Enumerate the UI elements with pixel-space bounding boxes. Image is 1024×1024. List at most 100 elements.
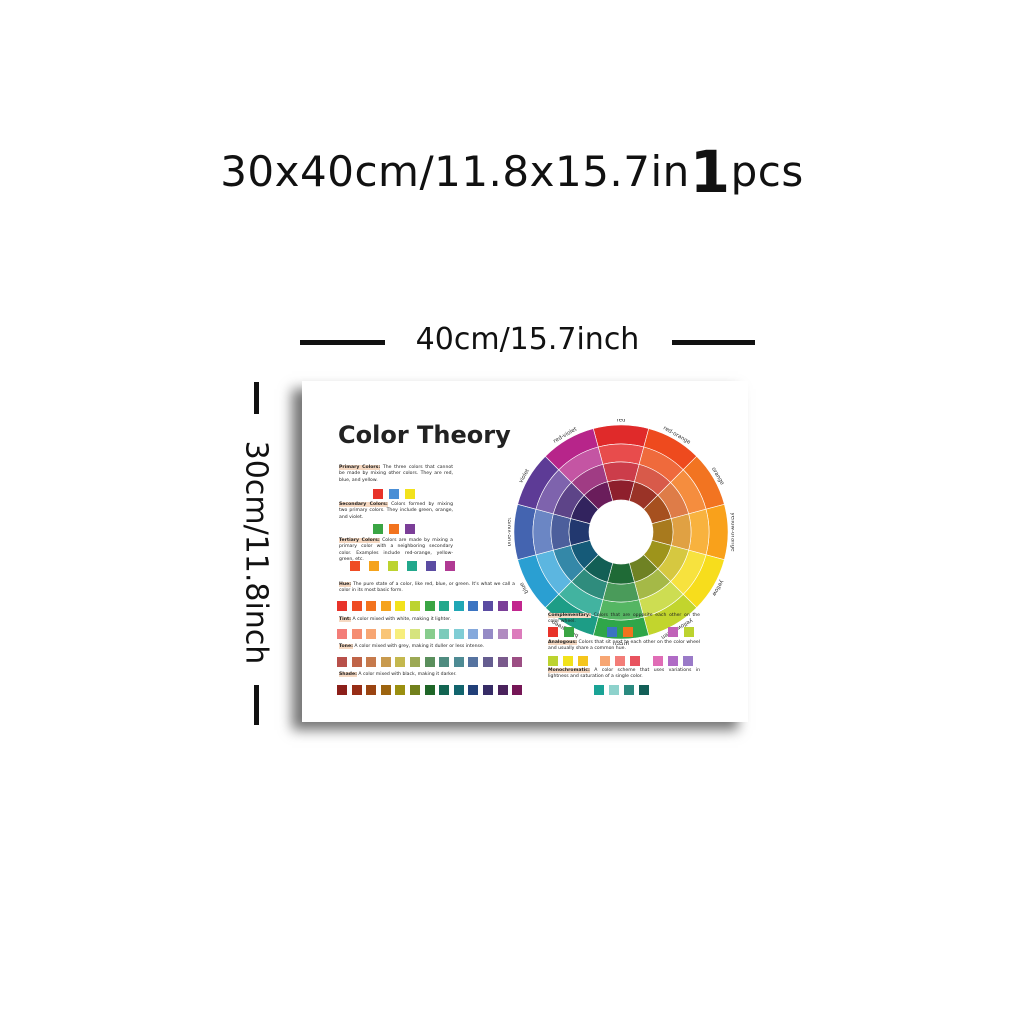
primary-swatch [373,489,383,499]
size-text: 30x40cm/11.8x15.7in [220,147,690,196]
tint-swatch [512,629,523,639]
shade-swatch [366,685,377,695]
tint-swatch [453,629,464,639]
color-wheel-label: blue [519,581,530,595]
analogous-swatch [615,656,625,666]
tint-text: Tint: A color mixed with white, making i… [339,617,452,622]
color-wheel-label: red [616,419,625,424]
analogous-swatch [600,656,610,666]
complementary-swatch [548,627,558,637]
monochromatic-swatch [639,685,649,695]
tone-swatch [512,657,523,667]
primary-swatch [389,489,399,499]
shade-swatch [351,685,362,695]
color-wheel-label: green [613,640,629,645]
analogous-swatch [548,656,558,666]
secondary-swatch [389,524,399,534]
quantity-number: 1 [689,138,731,206]
tone-swatch [366,657,377,667]
analogous-text: Analogous: Colors that sit next to each … [548,640,700,652]
color-wheel-segment [583,481,614,510]
tone-text: Tone: A color mixed with grey, making it… [339,644,485,649]
hue-swatch [366,601,377,611]
hue-swatch [439,601,450,611]
monochromatic-swatch [624,685,634,695]
height-label: 30cm/11.8inch [238,440,274,665]
hue-swatch [453,601,464,611]
shade-swatch [512,685,523,695]
tertiary-colors-text: Tertiary Colors: Colors are made by mixi… [339,538,453,563]
height-dimension-line-top [254,382,259,414]
tone-swatch [483,657,493,667]
complementary-swatch [607,627,617,637]
tint-swatch [337,629,347,639]
color-wheel-segment [550,513,572,551]
shade-swatch [424,685,435,695]
tint-swatch [468,629,479,639]
hue-swatch [483,601,493,611]
color-wheel-label: yellow-orange [729,512,734,552]
hue-swatch [337,601,347,611]
color-wheel-segment [670,513,692,551]
tint-swatch [483,629,493,639]
complementary-swatch [668,627,678,637]
tint-swatch [497,629,508,639]
width-label: 40cm/15.7inch [409,322,646,357]
tone-swatch [497,657,508,667]
hue-text: Hue: The pure state of a color, like red… [339,582,515,594]
tertiary-swatch [407,561,417,571]
tint-swatch [410,629,420,639]
analogous-swatch [653,656,663,666]
product-size-headline: 30x40cm/11.8x15.7in1pcs [0,138,1024,206]
width-dimension-line-right [672,340,755,345]
hue-swatch [395,601,406,611]
tone-swatch [410,657,420,667]
color-wheel-segment [602,581,640,603]
analogous-swatch [578,656,588,666]
tone-swatch [424,657,435,667]
secondary-colors-text: Secondary Colors: Colors formed by mixin… [339,502,454,520]
complementary-swatch [564,627,574,637]
shade-swatch [410,685,420,695]
hue-swatch [380,601,391,611]
height-dimension: 30cm/11.8inch [236,380,276,725]
hue-swatch [424,601,435,611]
primary-swatch [405,489,415,499]
monochromatic-swatch [609,685,619,695]
tint-swatch [395,629,406,639]
shade-swatch [453,685,464,695]
hue-swatch [468,601,479,611]
analogous-swatch [563,656,573,666]
tone-swatch [380,657,391,667]
color-wheel-segment [602,461,640,483]
hue-swatch [512,601,523,611]
tone-swatch [453,657,464,667]
quantity-unit: pcs [730,147,804,196]
tone-swatch [468,657,479,667]
secondary-swatch [405,524,415,534]
monochromatic-text: Monochromatic: A color scheme that uses … [548,668,700,680]
complementary-swatch [684,627,694,637]
color-wheel-segment [532,508,554,556]
tone-swatch [351,657,362,667]
tone-swatch [439,657,450,667]
shade-swatch [497,685,508,695]
width-dimension: 40cm/15.7inch [300,322,755,362]
tertiary-swatch [426,561,436,571]
shade-swatch [468,685,479,695]
color-wheel-segment [597,443,645,465]
tertiary-swatch [350,561,360,571]
shade-swatch [483,685,493,695]
monochromatic-swatch [594,685,604,695]
tint-swatch [424,629,435,639]
tint-swatch [366,629,377,639]
hue-swatch [497,601,508,611]
tint-swatch [351,629,362,639]
tint-swatch [439,629,450,639]
analogous-swatch [668,656,678,666]
color-wheel-segment [688,508,710,556]
analogous-swatch [630,656,640,666]
secondary-swatch [373,524,383,534]
shade-text: Shade: A color mixed with black, making … [339,672,457,677]
tertiary-swatch [369,561,379,571]
